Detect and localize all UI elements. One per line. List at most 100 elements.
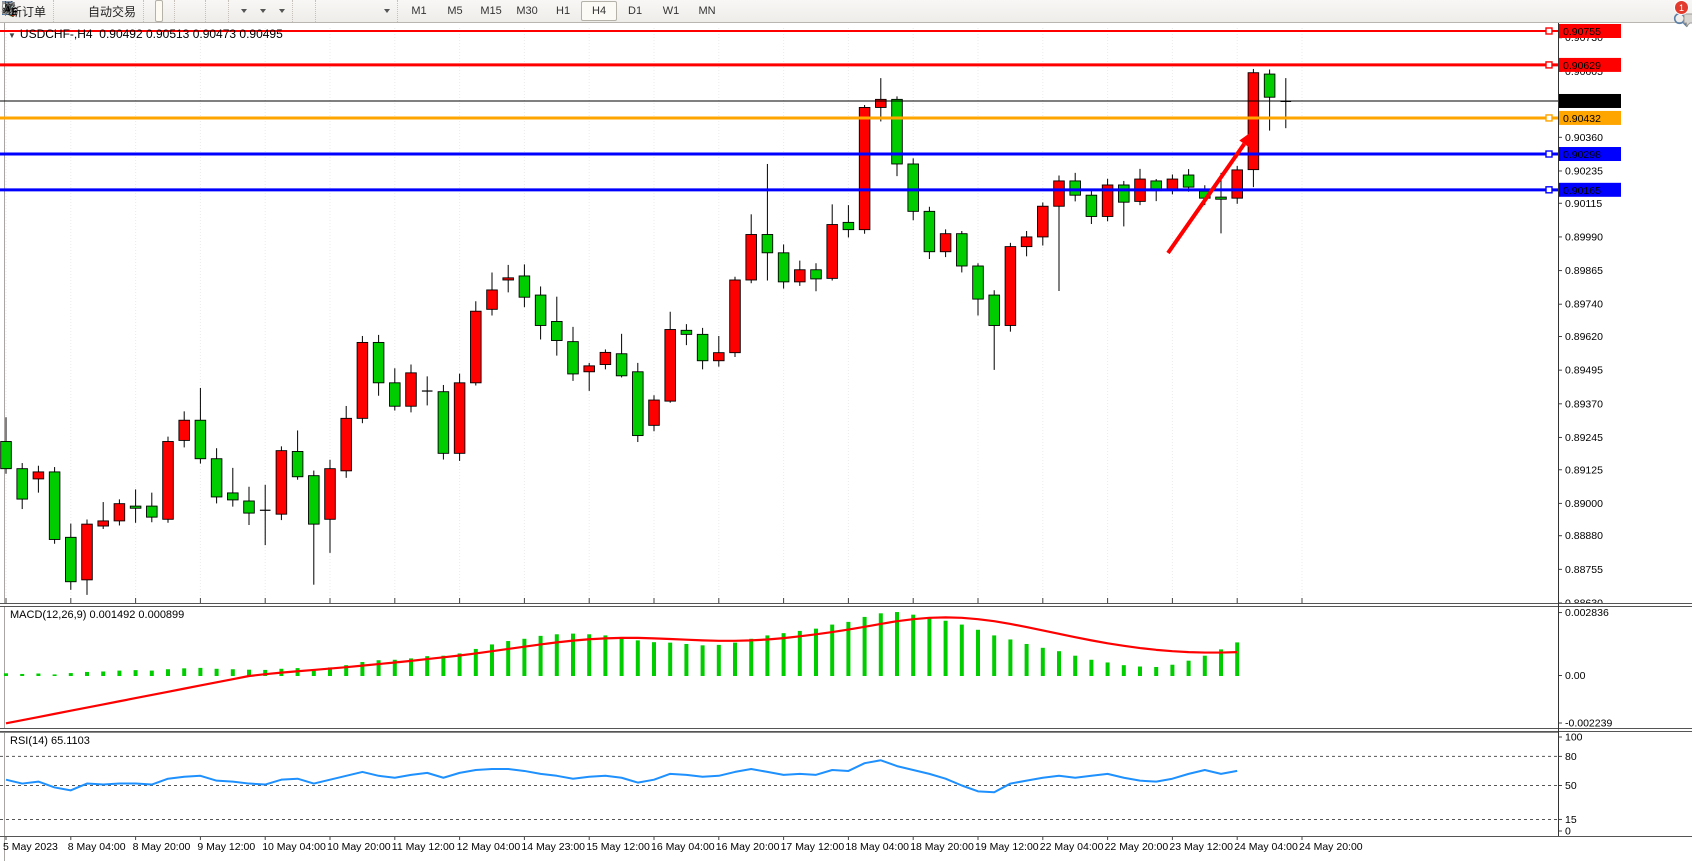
toolbar-line-chart-button[interactable] <box>2 0 171 22</box>
macd-histogram-bar <box>441 655 446 676</box>
macd-histogram-bar <box>814 628 818 676</box>
time-axis-label: 12 May 04:00 <box>457 841 521 853</box>
price-tick-label: 0.89740 <box>1565 299 1603 311</box>
toolbar-zoom-in-button[interactable] <box>1 0 186 22</box>
candle-body <box>453 382 466 454</box>
chevron-down-icon[interactable] <box>260 9 267 13</box>
timeframe-h4[interactable]: H4 <box>581 1 618 21</box>
macd-axis-label: 0.00 <box>1565 670 1586 682</box>
time-axis-label: 9 May 12:00 <box>197 841 255 853</box>
candle-body <box>972 265 984 300</box>
toolbar-autotrade-button[interactable]: 自动交易 <box>2 0 140 22</box>
toolbar-navigator-button[interactable] <box>2 0 81 22</box>
price-tick-label: 0.89245 <box>1565 432 1603 444</box>
toolbar-tile-windows-button[interactable] <box>2 0 202 22</box>
macd-histogram-bar <box>603 635 608 676</box>
toolbar-bar-chart-button[interactable] <box>2 0 155 22</box>
time-axis-label: 11 May 12:00 <box>392 841 455 853</box>
rsi-pane: 100 80 50 150 <box>0 732 1692 838</box>
time-axis-label: 8 May 04:00 <box>68 841 126 853</box>
time-axis-label: 16 May 04:00 <box>651 841 715 853</box>
timeframe-m30[interactable]: M30 <box>516 5 538 17</box>
time-axis-label: 22 May 04:00 <box>1040 841 1104 853</box>
toolbar-auto-scroll-button[interactable] <box>3 0 217 22</box>
macd-histogram-bar <box>376 660 381 676</box>
toolbar-candlestick-chart-button[interactable] <box>3 0 164 22</box>
toolbar-periods-button[interactable] <box>1 0 270 22</box>
candle-body <box>1247 72 1260 171</box>
macd-histogram-bar <box>85 671 89 676</box>
chevron-down-icon[interactable] <box>384 9 391 13</box>
candle-body <box>923 210 936 253</box>
toolbar-chart-shift-button[interactable] <box>3 0 225 22</box>
rsi-axis-label: 0 <box>1565 826 1571 838</box>
toolbar-trendline-button[interactable] <box>2 0 343 22</box>
toolbar-crosshair-button[interactable] <box>2 0 312 22</box>
arrow-shaft <box>1166 142 1246 255</box>
toolbar-group-pointer <box>2 0 315 22</box>
price-tick-label: 0.89990 <box>1565 231 1603 243</box>
toolbar-indicators-button[interactable] <box>2 0 251 22</box>
macd-histogram-bar <box>927 617 932 676</box>
rsi-line <box>5 759 1238 794</box>
macd-rsi-separator[interactable] <box>0 728 1692 732</box>
timeframe-h1[interactable]: H1 <box>556 5 571 17</box>
macd-histogram-bar <box>1089 659 1094 676</box>
candles <box>0 68 1292 595</box>
toolbar-market-watch-button[interactable] <box>2 0 65 22</box>
toolbar-horizontal-line-button[interactable] <box>2 0 335 22</box>
candle-body <box>97 520 109 527</box>
macd-histogram-bar <box>830 624 835 676</box>
timeframe-d1[interactable]: D1 <box>628 5 643 17</box>
toolbar-button-label: 自动交易 <box>88 4 137 19</box>
macd-histogram-bar <box>619 637 624 676</box>
macd-histogram-bar <box>1202 655 1207 676</box>
line-anchor-marker <box>1545 61 1553 69</box>
toolbar-fibonacci-button[interactable]: F <box>2 0 359 22</box>
candle-body <box>875 98 887 108</box>
candle-body <box>81 523 93 581</box>
time-axis-label: 8 May 20:00 <box>133 841 191 853</box>
timeframe-m5[interactable]: M5 <box>447 5 463 17</box>
time-axis-label: 5 May 2023 <box>3 841 58 853</box>
time-axis-label: 23 May 12:00 <box>1169 841 1233 853</box>
macd-histogram-bar <box>1040 647 1045 676</box>
chevron-down-icon[interactable] <box>241 9 248 13</box>
time-axis-label: 18 May 04:00 <box>845 841 909 853</box>
toolbar-vertical-line-button[interactable] <box>7 0 327 22</box>
toolbar-text-button[interactable]: A <box>4 0 367 22</box>
macd-histogram-bar <box>1008 639 1013 676</box>
macd-histogram-bar <box>263 669 268 676</box>
timeframe-mn[interactable]: MN <box>698 5 716 17</box>
candle-body <box>502 277 514 281</box>
toolbar-zoom-out-button[interactable] <box>1 0 194 22</box>
timeframe-m15[interactable]: M15 <box>480 5 502 17</box>
line-anchor-marker <box>1545 150 1553 158</box>
toolbar-cursor-button[interactable] <box>5 0 304 22</box>
candle-body <box>518 275 531 298</box>
macd-histogram-bar <box>733 642 737 676</box>
toolbar-shapes-button[interactable] <box>3 0 394 22</box>
time-axis-label: 17 May 12:00 <box>781 841 845 853</box>
candle-body <box>1053 180 1065 207</box>
macd-histogram-bar <box>1121 665 1126 676</box>
price-label-text: 0.90165 <box>1563 185 1601 197</box>
candle-body <box>324 468 336 520</box>
toolbar-templates-button[interactable] <box>2 0 289 22</box>
time-axis[interactable]: 5 May 2023 8 May 04:00 8 May 20:00 9 May 12… <box>3 841 1363 853</box>
toolbar-text-label-button[interactable]: T <box>2 0 375 22</box>
time-axis-label: 18 May 20:00 <box>910 841 974 853</box>
timeframe-w1[interactable]: W1 <box>662 5 680 17</box>
toolbar-data-window-button[interactable] <box>2 0 73 22</box>
candle-body <box>777 252 790 283</box>
timeframe-m1[interactable]: M1 <box>411 5 427 17</box>
price-tick-label: 0.90360 <box>1565 132 1603 144</box>
main-macd-separator[interactable] <box>0 603 1692 607</box>
toolbar-equidistant-channel-button[interactable]: E <box>1 0 351 22</box>
chevron-down-icon[interactable] <box>279 9 286 13</box>
macd-histogram-bar <box>538 635 543 676</box>
macd-histogram-bar <box>247 669 251 676</box>
candle-body <box>680 329 693 335</box>
candle-body <box>956 233 968 267</box>
